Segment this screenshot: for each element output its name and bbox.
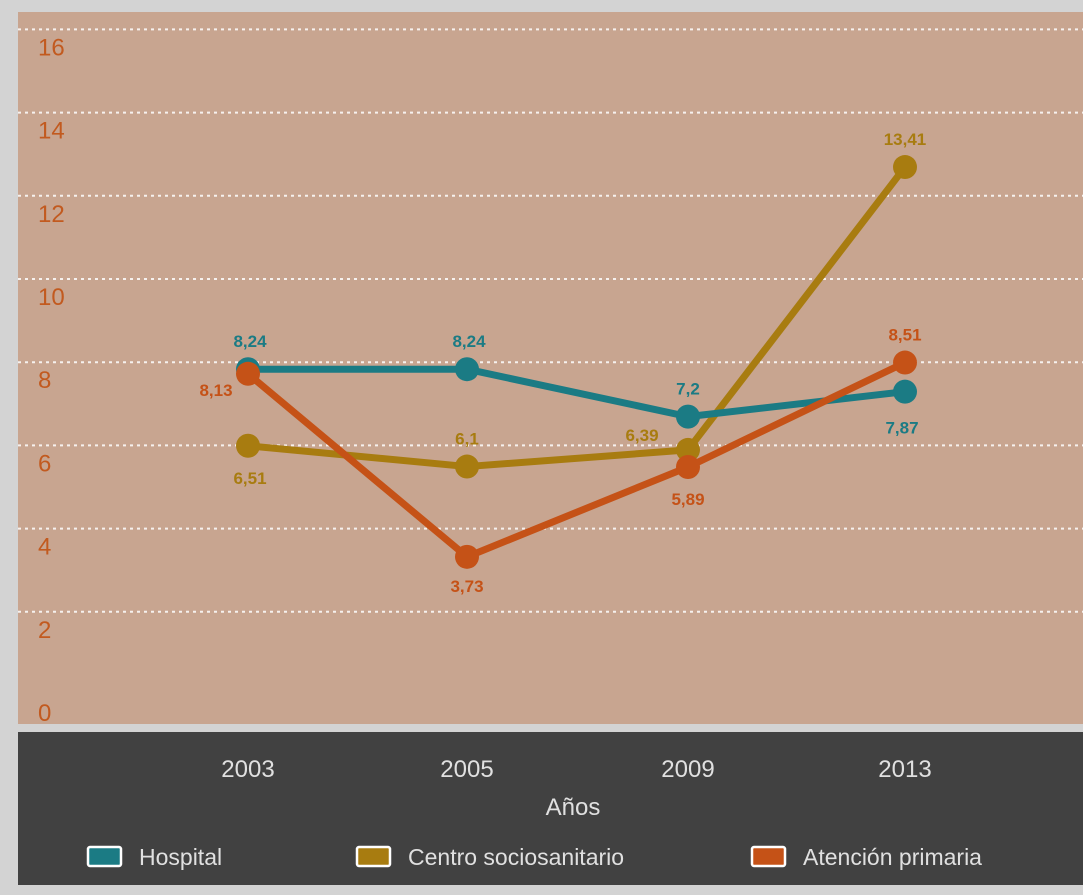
data-point [676, 437, 700, 462]
data-point [455, 357, 479, 382]
y-tick-label: 2 [38, 617, 51, 644]
y-tick-label: 10 [38, 284, 65, 311]
series-line-2 [244, 359, 909, 561]
data-label: 8,13 [199, 381, 232, 400]
data-point [455, 454, 479, 479]
y-tick-label: 12 [38, 201, 65, 228]
x-axis-tick-labels: 2003 2005 2009 2013 [221, 756, 931, 783]
data-label: 3,73 [450, 577, 483, 596]
data-label: 7,2 [676, 380, 700, 399]
series-lines [236, 155, 917, 569]
data-label: 8,24 [452, 332, 486, 351]
data-point [676, 454, 700, 479]
y-tick-label: 16 [38, 34, 65, 61]
plot-background [18, 12, 1083, 724]
data-label: 7,87 [885, 419, 918, 438]
legend-swatch [750, 845, 787, 868]
legend-swatch [86, 845, 123, 868]
y-tick-label: 8 [38, 367, 51, 394]
y-tick-label: 4 [38, 534, 51, 561]
data-label: 5,89 [671, 490, 704, 509]
data-label: 8,24 [233, 332, 267, 351]
data-labels: 8,24 8,24 7,2 7,87 6,51 6,1 6,39 13,41 8,13 3,73 5… [199, 130, 926, 596]
x-tick-label: 2013 [878, 756, 931, 783]
x-tick-label: 2005 [440, 756, 493, 783]
x-tick-label: 2009 [661, 756, 714, 783]
data-point [455, 544, 479, 569]
x-axis-title: Años [546, 794, 601, 821]
data-label: 8,51 [888, 326, 921, 345]
data-point [676, 404, 700, 429]
series-line-0 [244, 365, 909, 421]
x-tick-label: 2003 [221, 756, 274, 783]
y-tick-label: 6 [38, 450, 51, 477]
legend-label: Centro sociosanitario [408, 844, 624, 870]
data-label: 6,51 [233, 469, 266, 488]
y-tick-label: 0 [38, 700, 51, 727]
data-point [893, 155, 917, 180]
series-line-1 [244, 163, 909, 471]
legend-swatch [355, 845, 392, 868]
data-point [236, 361, 260, 386]
legend: Hospital Centro sociosanitario Atención pr… [86, 844, 982, 870]
x-axis-band [18, 732, 1083, 885]
data-label: 6,1 [455, 430, 479, 449]
legend-label: Atención primaria [803, 844, 982, 870]
data-point [893, 379, 917, 404]
y-tick-label: 14 [38, 118, 65, 145]
data-label: 13,41 [884, 130, 927, 149]
data-point [893, 350, 917, 375]
legend-label: Hospital [139, 844, 222, 870]
grid-lines [18, 28, 1083, 613]
y-axis-tick-labels: 0 2 4 6 8 10 12 14 16 [38, 34, 65, 727]
data-label: 6,39 [625, 426, 658, 445]
data-point [236, 433, 260, 458]
